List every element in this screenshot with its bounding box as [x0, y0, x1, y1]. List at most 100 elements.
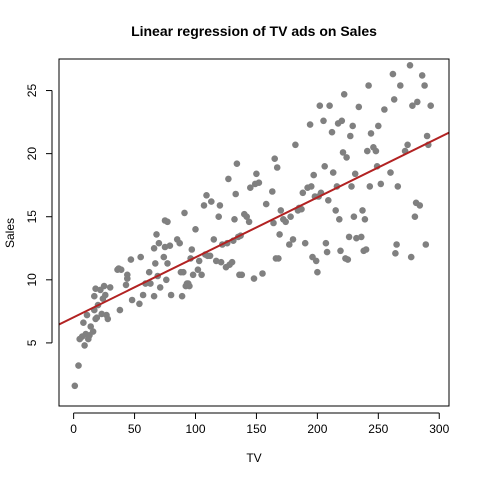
data-point-61 — [181, 209, 188, 217]
data-point-152 — [339, 149, 347, 156]
data-point-70 — [194, 266, 202, 274]
data-point-114 — [276, 231, 283, 238]
data-point-82 — [216, 202, 224, 209]
data-point-73 — [200, 202, 208, 209]
data-point-159 — [348, 183, 355, 190]
data-point-48 — [160, 253, 168, 261]
data-point-55 — [167, 291, 175, 299]
data-point-107 — [262, 200, 270, 208]
data-point-52 — [164, 218, 171, 226]
data-point-188 — [404, 141, 411, 149]
data-point-199 — [423, 132, 431, 140]
data-point-157 — [345, 233, 353, 241]
data-point-10 — [87, 323, 94, 330]
x-tick-label-200: 200 — [307, 422, 327, 436]
x-tick-label-50: 50 — [128, 422, 142, 436]
data-point-24 — [104, 315, 112, 323]
x-tick-label-250: 250 — [368, 422, 388, 436]
regression-line — [59, 131, 449, 326]
data-point-75 — [203, 192, 210, 199]
data-point-25 — [106, 284, 114, 291]
data-point-121 — [292, 141, 299, 149]
data-point-166 — [359, 207, 366, 214]
data-point-99 — [243, 213, 250, 220]
data-point-168 — [361, 216, 369, 223]
data-point-21 — [100, 282, 108, 290]
data-point-133 — [312, 257, 320, 265]
data-point-108 — [269, 188, 276, 195]
data-point-196 — [418, 72, 426, 79]
data-point-198 — [422, 241, 430, 248]
data-point-180 — [387, 169, 394, 176]
data-point-160 — [349, 122, 357, 130]
data-point-32 — [124, 271, 131, 279]
data-point-178 — [377, 180, 385, 188]
data-point-162 — [351, 170, 359, 178]
data-point-189 — [406, 62, 414, 69]
data-point-177 — [375, 122, 382, 130]
y-axis: 5 10 15 20 25 — [25, 84, 53, 346]
data-point-47 — [156, 284, 164, 291]
data-point-172 — [366, 183, 374, 190]
data-point-190 — [407, 253, 415, 261]
data-point-141 — [323, 248, 331, 256]
data-point-105 — [255, 179, 263, 186]
data-point-16 — [93, 314, 101, 322]
data-point-5 — [81, 342, 88, 349]
data-point-149 — [336, 216, 343, 223]
data-point-41 — [150, 292, 158, 300]
data-point-118 — [286, 241, 293, 248]
data-point-72 — [198, 271, 205, 279]
data-point-30 — [122, 281, 130, 289]
data-point-104 — [253, 170, 260, 178]
data-point-191 — [409, 102, 416, 109]
data-point-46 — [155, 239, 163, 247]
data-point-106 — [259, 270, 266, 277]
data-point-115 — [277, 207, 285, 214]
data-point-40 — [147, 280, 154, 287]
data-point-53 — [164, 260, 171, 267]
data-point-81 — [215, 213, 222, 220]
data-point-4 — [80, 319, 87, 327]
data-point-39 — [145, 268, 153, 276]
data-point-117 — [282, 218, 290, 226]
data-point-69 — [192, 226, 199, 233]
data-point-11 — [89, 328, 97, 335]
regression-line-group — [59, 131, 449, 326]
x-axis-label: TV — [246, 451, 261, 465]
data-point-97 — [238, 271, 246, 279]
data-point-201 — [427, 102, 435, 109]
data-point-37 — [139, 291, 147, 299]
data-point-65 — [186, 282, 193, 290]
data-point-125 — [299, 189, 307, 197]
data-point-155 — [343, 154, 350, 161]
x-tick-label-0: 0 — [70, 422, 77, 436]
data-point-120 — [289, 236, 297, 243]
data-point-51 — [163, 276, 170, 284]
data-point-110 — [271, 155, 279, 162]
data-point-171 — [365, 82, 372, 89]
data-point-54 — [166, 242, 174, 249]
plot-frame — [58, 58, 450, 407]
data-point-184 — [393, 241, 400, 248]
data-point-194 — [414, 98, 421, 106]
data-point-156 — [344, 256, 352, 263]
y-tick-label-20: 20 — [25, 147, 39, 161]
data-point-140 — [322, 239, 330, 247]
data-point-126 — [301, 239, 309, 247]
data-point-109 — [270, 219, 277, 227]
data-point-164 — [355, 103, 363, 111]
data-points — [71, 62, 435, 390]
data-point-29 — [117, 266, 125, 274]
data-point-185 — [394, 183, 402, 190]
data-point-124 — [298, 205, 305, 213]
data-point-83 — [217, 258, 225, 266]
data-point-68 — [189, 271, 197, 279]
chart-title: Linear regression of TV ads on Sales — [131, 23, 377, 39]
data-point-151 — [338, 117, 346, 125]
data-point-195 — [416, 202, 424, 209]
data-point-79 — [210, 236, 218, 243]
data-point-173 — [367, 130, 375, 137]
